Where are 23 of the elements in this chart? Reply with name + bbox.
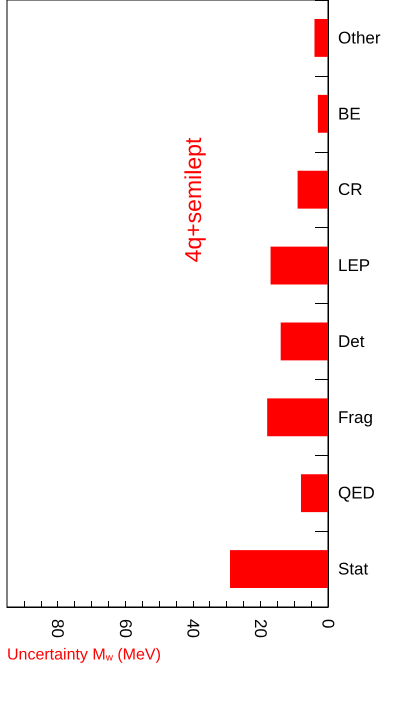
bar <box>300 474 328 512</box>
bar <box>267 398 328 436</box>
x-tick-label: 20 <box>250 619 270 638</box>
y-tick-label: Stat <box>338 560 369 579</box>
bar <box>280 322 328 360</box>
bar <box>314 18 328 57</box>
x-tick-label: 0 <box>318 619 338 628</box>
annotation: 4q+semilept <box>180 137 206 262</box>
bar <box>270 246 328 285</box>
x-tick-label: 80 <box>48 619 68 638</box>
y-tick-label: Other <box>338 28 381 48</box>
bar <box>230 550 328 588</box>
y-tick-label: BE <box>338 104 361 124</box>
y-tick-label: CR <box>338 180 363 200</box>
y-tick-label: QED <box>338 484 375 503</box>
bar <box>318 94 328 133</box>
y-tick-label: Frag <box>338 408 373 427</box>
y-tick-label: LEP <box>338 256 370 276</box>
x-tick-label: 40 <box>183 619 202 638</box>
x-tick-label: 60 <box>116 619 135 638</box>
bar <box>298 170 328 209</box>
x-axis-title: Uncertainty Mw (MeV) <box>7 646 161 664</box>
y-tick-label: Det <box>338 332 365 351</box>
